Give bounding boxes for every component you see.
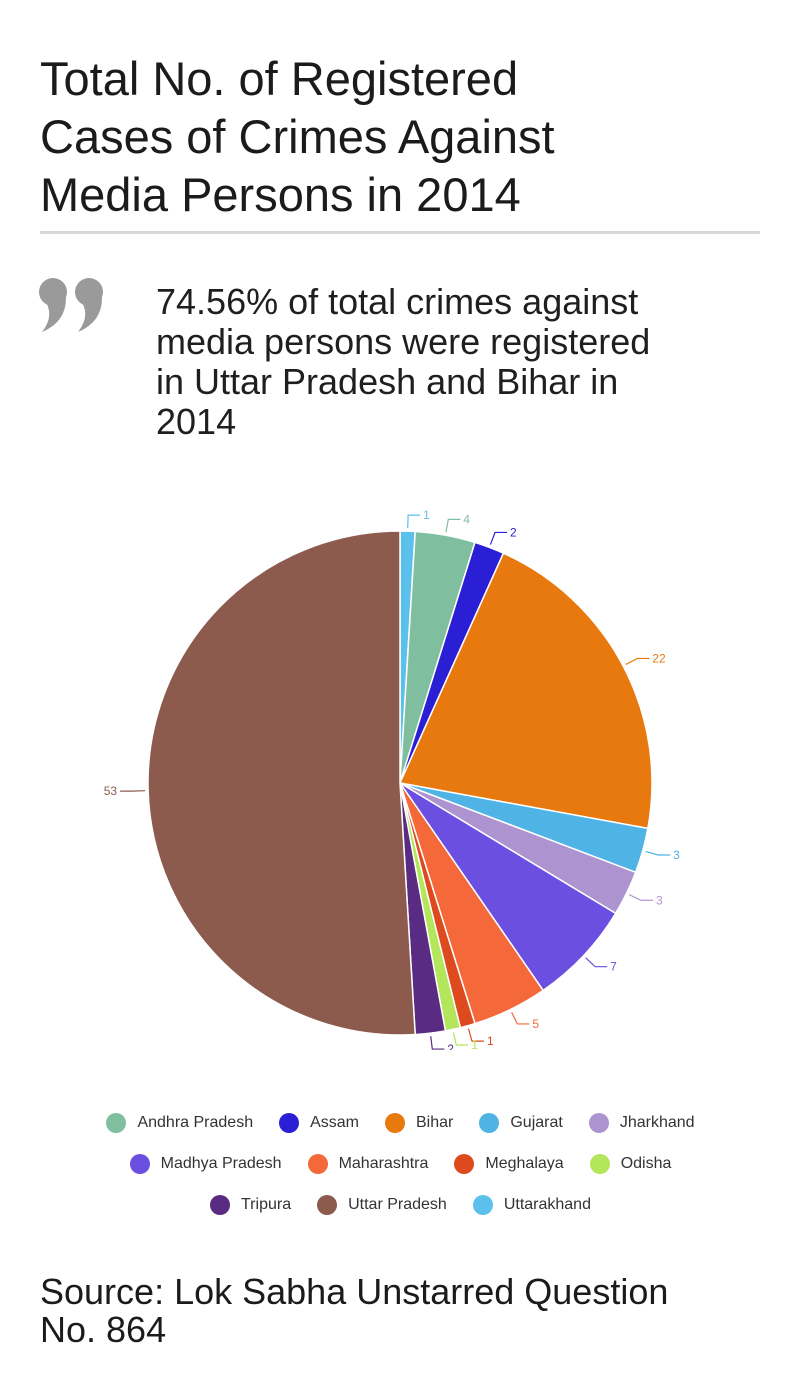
legend-label: Uttar Pradesh [348,1196,447,1213]
legend-item-maharashtra: Maharashtra [307,1154,429,1174]
legend-label: Maharashtra [338,1155,429,1172]
legend-swatch [454,1154,475,1174]
legend-label: Tripura [241,1196,292,1213]
data-label-gujarat: 3 [673,848,680,862]
data-label-andhra-pradesh: 4 [463,512,470,526]
data-label-jharkhand: 3 [656,893,663,907]
legend-item-andhra-pradesh: Andhra Pradesh [106,1113,253,1133]
pie-slice-madhya-pradesh [399,782,617,992]
legend-row: Tripura Uttar Pradesh Uttarakhand [0,1194,801,1216]
data-label-bihar: 22 [652,651,666,665]
leader-line-madhya-pradesh [585,957,608,968]
pie-slice-bihar [398,552,653,830]
legend-swatch [472,1195,493,1215]
chart-legend: Andhra Pradesh Assam Bihar Gujarat Jharkhand… [0,1112,801,1235]
legend-label: Odisha [620,1155,672,1172]
legend-swatch [307,1154,328,1174]
legend-item-jharkhand: Jharkhand [588,1113,695,1133]
leader-line-meghalaya [467,1028,484,1042]
chart-title-line: Media Persons in 2014 [40,168,521,221]
legend-swatch [385,1113,405,1133]
legend-item-odisha: Odisha [589,1154,672,1174]
data-label-assam: 2 [510,525,517,539]
leader-line-uttarakhand [407,514,421,529]
leader-line-gujarat [645,850,671,856]
legend-row: Andhra Pradesh Assam Bihar Gujarat Jharkhand [0,1112,801,1134]
source-line: No. 864 [40,1309,167,1350]
legend-item-assam: Assam [279,1113,359,1133]
legend-item-uttar-pradesh: Uttar Pradesh [317,1195,447,1215]
source-note: Source: Lok Sabha Unstarred Question No.… [40,1273,780,1349]
legend-swatch [279,1113,300,1133]
legend-swatch [588,1113,609,1133]
chart-title: Total No. of Registered Cases of Crimes … [40,50,770,224]
legend-swatch [589,1154,610,1174]
title-divider [40,231,760,234]
data-label-odisha: 1 [471,1038,478,1050]
legend-item-gujarat: Gujarat [479,1113,563,1133]
legend-label: Meghalaya [485,1155,564,1172]
leader-line-assam [489,531,508,545]
legend-swatch [479,1113,500,1133]
legend-swatch [129,1154,150,1174]
leader-line-bihar [625,657,650,666]
quote-line: 74.56% of total crimes against [156,281,639,322]
source-line: Source: Lok Sabha Unstarred Question [40,1271,669,1312]
legend-item-tripura: Tripura [210,1195,291,1215]
data-label-maharashtra: 5 [532,1017,539,1031]
leader-line-tripura [430,1036,445,1050]
chart-title-line: Total No. of Registered [40,52,519,105]
legend-item-meghalaya: Meghalaya [454,1154,564,1174]
legend-row: Madhya Pradesh Maharashtra Meghalaya Odisha [0,1153,801,1175]
legend-swatch [106,1113,127,1133]
quote-text: 74.56% of total crimes against media per… [156,282,766,442]
data-label-madhya-pradesh: 7 [610,960,617,974]
quote-line: 2014 [156,401,237,442]
data-label-uttar-pradesh: 53 [104,784,118,798]
legend-label: Bihar [416,1114,454,1131]
leader-line-odisha [452,1032,469,1046]
legend-item-uttarakhand: Uttarakhand [472,1195,591,1215]
legend-label: Jharkhand [619,1114,695,1131]
pie-slice-uttar-pradesh [147,530,417,1036]
legend-item-madhya-pradesh: Madhya Pradesh [129,1154,282,1174]
legend-swatch [210,1195,230,1215]
legend-item-bihar: Bihar [385,1113,453,1133]
legend-label: Andhra Pradesh [137,1114,254,1131]
legend-swatch [317,1195,338,1215]
legend-label: Gujarat [510,1114,563,1131]
leader-line-andhra-pradesh [445,518,461,533]
legend-label: Uttarakhand [503,1196,591,1213]
quote-line: in Uttar Pradesh and Bihar in [156,361,619,402]
quote-line: media persons were registered [156,321,651,362]
quote-icon [39,278,103,332]
leader-line-jharkhand [629,894,653,901]
chart-title-line: Cases of Crimes Against [40,110,555,163]
leader-line-maharashtra [511,1012,530,1025]
data-label-meghalaya: 1 [487,1034,494,1048]
legend-label: Assam [310,1114,359,1131]
data-label-uttarakhand: 1 [423,508,430,522]
legend-label: Madhya Pradesh [160,1155,282,1172]
data-label-tripura: 2 [447,1042,454,1050]
